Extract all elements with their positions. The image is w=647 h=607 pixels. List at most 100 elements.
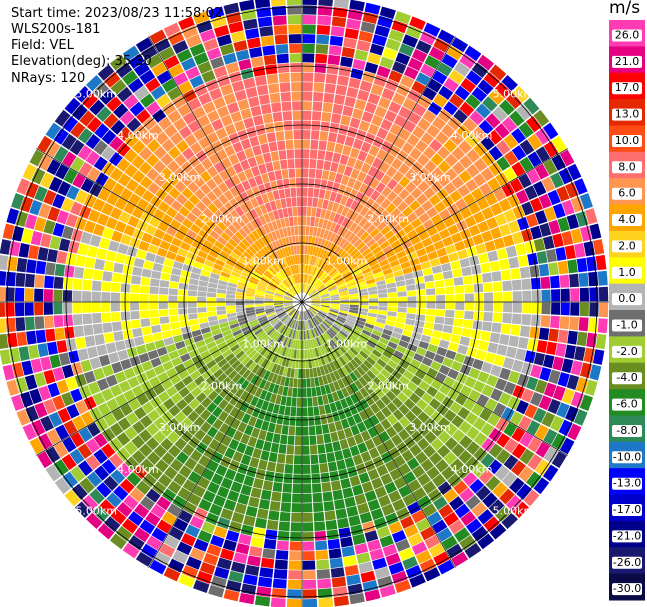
velocity-gate <box>511 145 527 161</box>
velocity-gate <box>133 124 148 139</box>
velocity-gate <box>274 229 282 240</box>
velocity-gate <box>386 178 398 190</box>
velocity-gate <box>197 476 211 490</box>
velocity-gate <box>229 274 240 282</box>
velocity-gate <box>437 174 451 187</box>
velocity-gate <box>351 251 362 260</box>
colorbar-tick-label: -4.0 <box>616 371 637 384</box>
velocity-gate <box>64 326 75 339</box>
velocity-gate <box>284 236 290 247</box>
velocity-gate <box>418 230 430 241</box>
velocity-gate <box>541 302 551 315</box>
velocity-gate <box>215 337 226 346</box>
velocity-gate <box>575 377 589 393</box>
velocity-gate <box>122 542 140 559</box>
velocity-gate <box>302 206 307 216</box>
velocity-gate <box>336 133 347 145</box>
velocity-gate <box>86 167 101 182</box>
velocity-gate <box>376 372 387 383</box>
velocity-gate <box>177 346 189 357</box>
velocity-gate <box>359 302 369 306</box>
velocity-gate <box>133 336 145 347</box>
velocity-gate <box>240 379 250 390</box>
velocity-gate <box>236 335 246 344</box>
velocity-gate <box>302 321 304 331</box>
velocity-gate <box>421 392 434 404</box>
velocity-gate <box>186 229 198 240</box>
velocity-gate <box>268 510 280 521</box>
velocity-gate <box>109 136 124 151</box>
velocity-gate <box>156 346 168 357</box>
velocity-gate <box>228 278 239 285</box>
velocity-gate <box>325 73 338 85</box>
velocity-gate <box>131 155 145 169</box>
velocity-gate <box>287 207 293 217</box>
velocity-gate <box>154 255 166 265</box>
velocity-gate <box>82 279 93 291</box>
velocity-gate <box>303 330 306 340</box>
velocity-gate <box>169 219 182 230</box>
velocity-gate <box>74 501 92 518</box>
velocity-gate <box>305 274 308 284</box>
velocity-gate <box>288 266 294 276</box>
velocity-gate <box>234 332 244 340</box>
velocity-gate <box>353 356 363 366</box>
velocity-gate <box>589 287 599 302</box>
velocity-gate <box>401 354 413 364</box>
velocity-gate <box>367 93 381 105</box>
velocity-gate <box>325 519 338 531</box>
velocity-gate <box>443 376 456 388</box>
velocity-gate <box>340 175 350 186</box>
velocity-gate <box>354 203 365 214</box>
velocity-gate <box>208 277 219 284</box>
velocity-gate <box>214 383 225 394</box>
velocity-gate <box>245 304 255 308</box>
velocity-gate <box>235 244 245 254</box>
velocity-gate <box>487 342 499 354</box>
velocity-gate <box>289 53 302 63</box>
velocity-gate <box>371 477 384 490</box>
velocity-gate <box>223 190 234 201</box>
velocity-gate <box>55 163 70 180</box>
velocity-gate <box>208 345 219 355</box>
velocity-gate <box>376 65 391 79</box>
velocity-gate <box>455 302 465 311</box>
velocity-gate <box>330 162 339 173</box>
velocity-gate <box>232 267 243 275</box>
velocity-gate <box>304 254 307 264</box>
velocity-gate <box>370 263 381 271</box>
velocity-gate <box>291 82 302 92</box>
velocity-gate <box>131 206 144 219</box>
velocity-gate <box>475 349 487 361</box>
velocity-gate <box>121 70 138 86</box>
velocity-gate <box>454 310 465 319</box>
velocity-gate <box>297 340 300 350</box>
velocity-gate <box>286 445 295 455</box>
velocity-gate <box>421 237 433 248</box>
velocity-gate <box>290 187 297 198</box>
velocity-gate <box>329 35 344 47</box>
velocity-gate <box>168 350 180 360</box>
velocity-gate <box>328 171 337 182</box>
velocity-gate <box>319 290 329 296</box>
velocity-gate <box>342 145 352 156</box>
velocity-gate <box>245 299 255 302</box>
velocity-gate <box>352 533 366 546</box>
velocity-gate <box>459 336 471 347</box>
velocity-gate <box>399 218 410 229</box>
velocity-gate <box>536 340 548 354</box>
velocity-gate <box>410 218 422 229</box>
velocity-gate <box>425 308 436 316</box>
velocity-gate <box>442 270 453 280</box>
velocity-gate <box>18 346 30 361</box>
velocity-gate <box>300 283 302 293</box>
velocity-gate <box>230 343 240 353</box>
velocity-gate <box>224 414 235 426</box>
velocity-gate <box>368 447 380 459</box>
velocity-gate <box>45 446 61 463</box>
velocity-gate <box>350 424 360 436</box>
velocity-gate <box>295 284 300 294</box>
velocity-gate <box>138 161 153 175</box>
velocity-gate <box>181 532 197 547</box>
velocity-gate <box>266 327 275 336</box>
